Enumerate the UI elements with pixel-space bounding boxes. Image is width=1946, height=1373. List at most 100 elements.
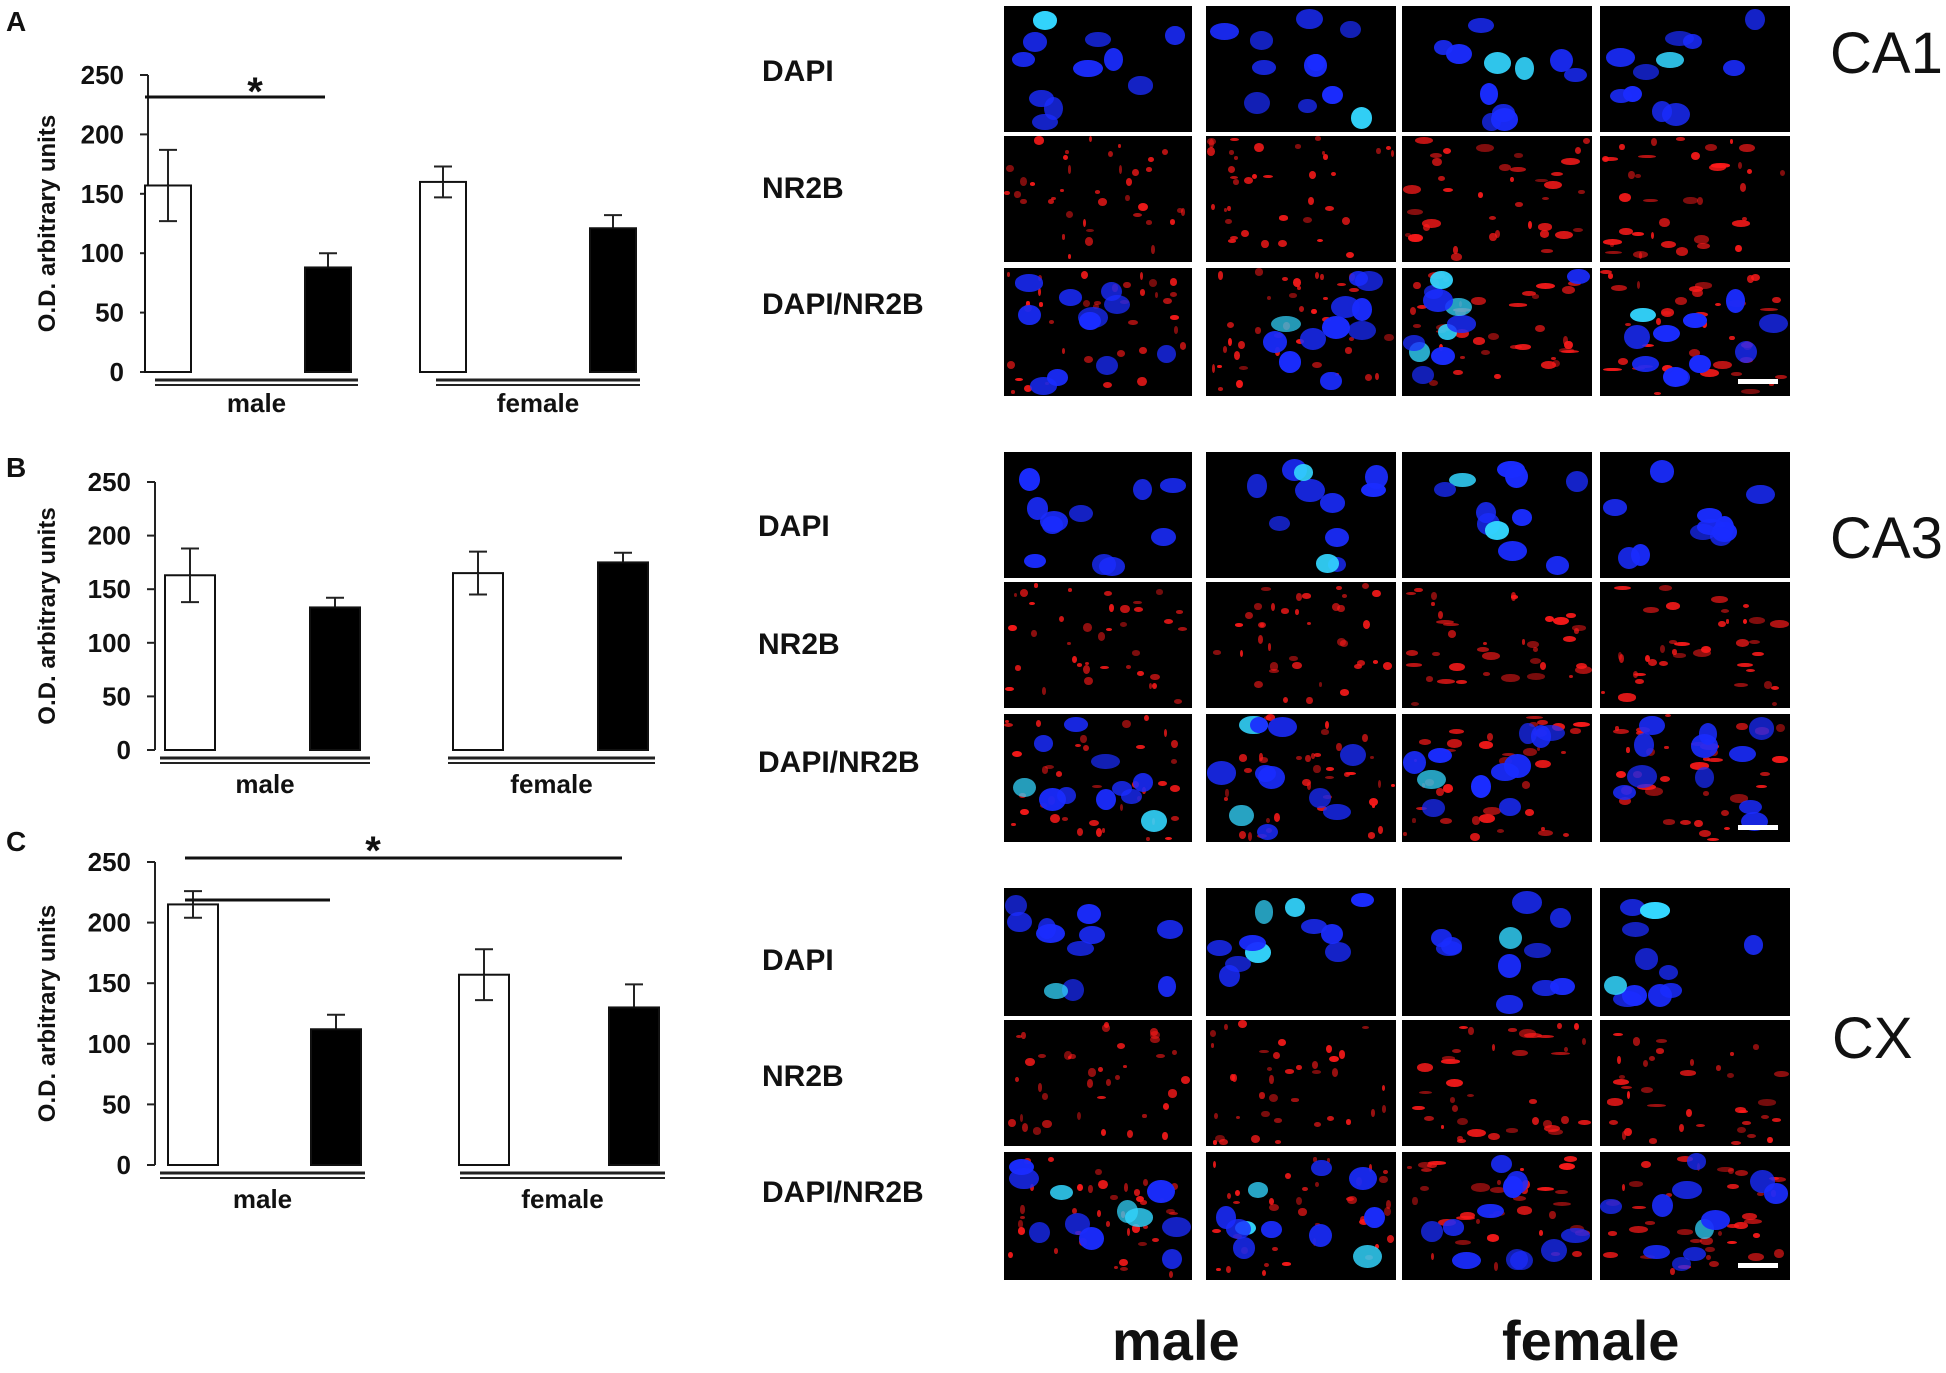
nr2b-signal [1632,1205,1646,1210]
dapi-nucleus [1729,745,1757,763]
dapi-nucleus [1239,935,1267,952]
nr2b-signal [1771,755,1788,764]
nr2b-signal [1483,672,1490,676]
nr2b-signal [1033,583,1039,589]
nr2b-signal [1148,278,1158,287]
nr2b-signal [1372,660,1378,664]
nr2b-signal [1092,785,1102,789]
nr2b-signal [1317,806,1327,812]
nr2b-signal [1609,243,1615,248]
channel-label-dapi-ca3: DAPI [758,510,830,543]
nr2b-signal [1734,682,1749,687]
micrograph [1004,1020,1192,1146]
nr2b-signal [1688,349,1701,357]
nr2b-signal [1665,1193,1673,1197]
nr2b-signal [1238,340,1246,350]
nr2b-signal [1418,739,1432,746]
dapi-nucleus [1014,274,1044,292]
nr2b-signal [1060,188,1064,193]
nr2b-signal [1536,283,1556,290]
nr2b-signal [1150,1031,1161,1040]
dapi-nucleus [1427,748,1452,764]
nr2b-signal [1690,151,1700,160]
dapi-nucleus [1323,803,1352,821]
nr2b-signal [1104,590,1113,596]
dapi-nucleus [1006,911,1032,933]
nr2b-signal [1428,1161,1447,1165]
nr2b-signal [1266,1067,1272,1072]
dapi-nucleus [1261,1220,1282,1238]
nr2b-signal [1261,1110,1270,1118]
nr2b-signal [1011,822,1017,827]
micrograph [1600,888,1790,1016]
nr2b-signal [1662,819,1675,825]
dapi-nucleus [1619,898,1646,917]
group-label-male: male [235,769,294,799]
nr2b-signal [1082,622,1093,632]
nr2b-signal [1521,639,1526,645]
nr2b-signal [1128,319,1138,326]
nr2b-signal [1297,285,1302,291]
nr2b-signal [1216,1267,1222,1271]
nr2b-signal [1306,782,1312,790]
nr2b-signal [1727,1240,1737,1245]
nr2b-signal [1241,229,1249,237]
nr2b-signal [1428,380,1439,387]
nr2b-signal [1363,619,1371,629]
nr2b-signal [1602,367,1622,372]
nr2b-signal [1419,1091,1432,1095]
bar-male-0 [164,574,216,751]
nr2b-signal [1508,303,1527,307]
nr2b-signal [1004,190,1010,196]
nr2b-signal [1449,662,1466,672]
nr2b-signal [1538,829,1554,837]
dapi-nucleus [1665,30,1695,46]
micrograph [1004,1152,1192,1280]
nr2b-signal [1617,693,1637,702]
dapi-nucleus [1603,499,1628,516]
nr2b-signal [1714,303,1721,307]
nr2b-signal [1612,729,1630,735]
nr2b-signal [1706,1255,1711,1260]
nr2b-signal [1282,697,1288,704]
nr2b-signal [1102,381,1113,388]
nr2b-signal [1651,231,1655,239]
nr2b-signal [1539,1230,1544,1236]
dapi-nucleus [1696,507,1722,523]
nr2b-signal [1022,1122,1029,1132]
nr2b-signal [1716,1166,1735,1173]
nr2b-signal [1375,372,1380,381]
nr2b-signal [1471,296,1487,306]
nr2b-signal [1468,1026,1475,1036]
nr2b-signal [1618,1074,1626,1079]
nr2b-signal [1536,1186,1555,1191]
nr2b-signal [1574,146,1581,154]
dapi-nucleus [1284,898,1305,917]
micrograph [1600,1152,1790,1280]
nr2b-signal [1223,797,1228,801]
dapi-nucleus [1567,269,1590,284]
bottom-label-male: male [1112,1309,1240,1372]
nr2b-signal [1326,1045,1333,1054]
nr2b-signal [1510,177,1514,183]
micrograph [1402,1152,1592,1280]
nr2b-signal [1010,390,1015,394]
nr2b-signal [1493,373,1501,380]
nr2b-signal [1320,729,1329,735]
nr2b-signal [1467,1093,1475,1097]
nr2b-signal [1370,755,1374,760]
nr2b-signal [1629,1226,1649,1234]
dapi-nucleus [1561,1228,1591,1244]
dapi-nucleus [1091,753,1120,770]
nr2b-signal [1020,198,1027,204]
micrograph [1206,714,1396,842]
micrograph [1402,582,1592,708]
nr2b-signal [1700,1236,1713,1245]
dapi-nucleus [1257,824,1279,841]
dapi-nucleus [1116,1200,1138,1224]
nr2b-signal [1268,1198,1274,1205]
nr2b-signal [1729,335,1735,341]
nr2b-signal [1390,783,1395,788]
nr2b-signal [1321,150,1325,155]
nr2b-signal [1483,806,1502,816]
